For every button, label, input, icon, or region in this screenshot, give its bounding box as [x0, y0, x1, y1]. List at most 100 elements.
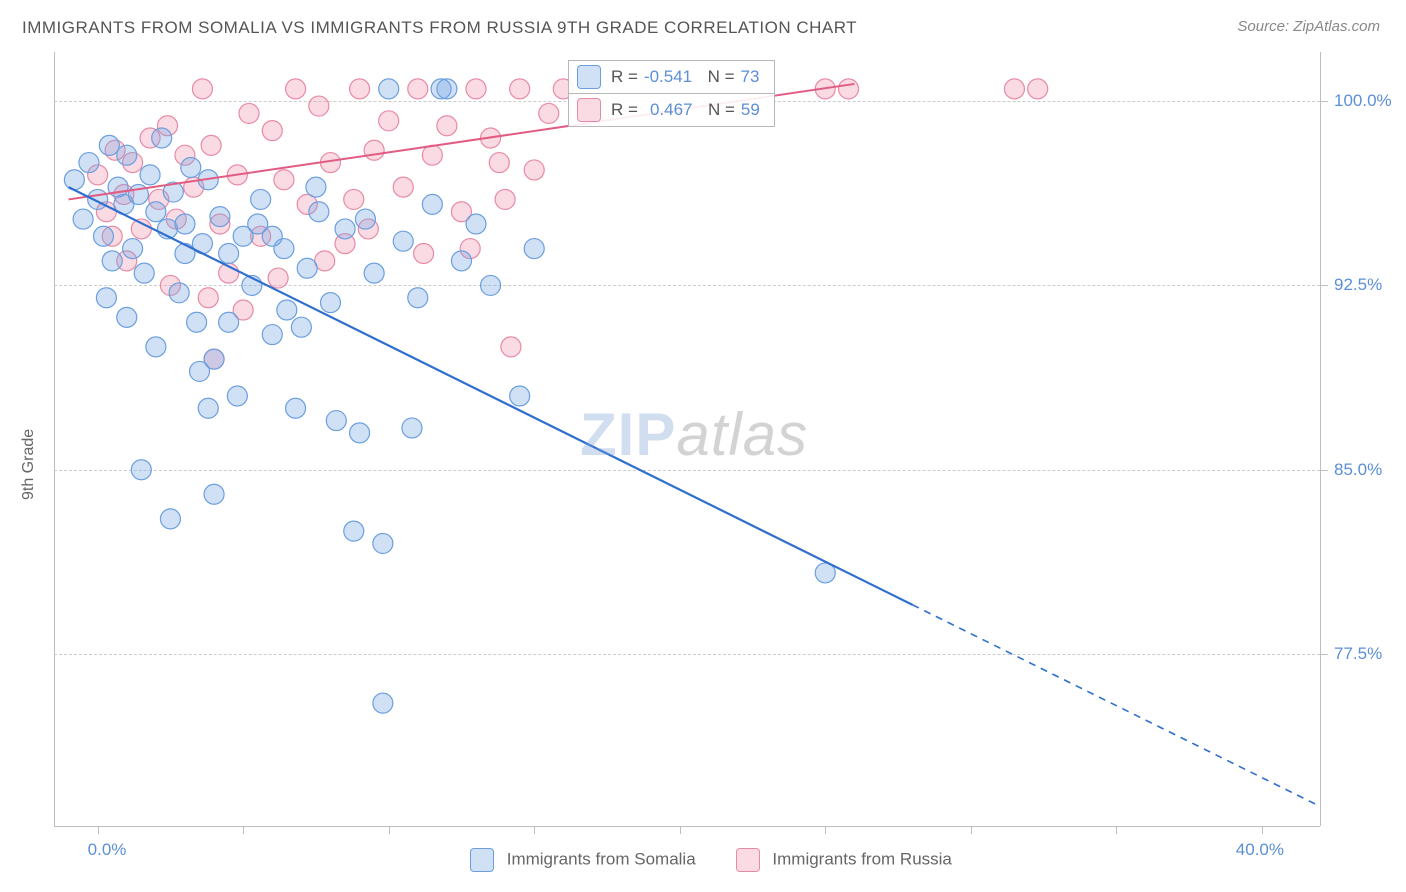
swatch-russia-icon — [577, 98, 601, 122]
somalia-point — [198, 398, 218, 418]
chart-title: IMMIGRANTS FROM SOMALIA VS IMMIGRANTS FR… — [22, 18, 857, 38]
russia-point — [274, 170, 294, 190]
russia-point — [350, 79, 370, 99]
x-tick — [1116, 826, 1117, 834]
somalia-point — [262, 325, 282, 345]
legend: Immigrants from Somalia Immigrants from … — [470, 848, 952, 872]
x-tick — [971, 826, 972, 834]
somalia-point — [277, 300, 297, 320]
legend-label-russia: Immigrants from Russia — [772, 849, 951, 868]
swatch-russia-icon — [736, 848, 760, 872]
somalia-point — [291, 317, 311, 337]
somalia-point — [320, 293, 340, 313]
somalia-point — [134, 263, 154, 283]
somalia-point — [344, 521, 364, 541]
russia-point — [501, 337, 521, 357]
somalia-point — [286, 398, 306, 418]
plot-area: 77.5%85.0%92.5%100.0%0.0%40.0% — [54, 52, 1320, 826]
somalia-point — [524, 239, 544, 259]
somalia-point — [335, 219, 355, 239]
x-tick — [98, 826, 99, 834]
somalia-point — [131, 460, 151, 480]
somalia-point — [102, 251, 122, 271]
russia-point — [131, 219, 151, 239]
n-value-a: 73 — [741, 67, 760, 87]
somalia-point — [262, 226, 282, 246]
russia-point — [198, 288, 218, 308]
somalia-point — [402, 418, 422, 438]
somalia-point — [187, 312, 207, 332]
somalia-point — [431, 79, 451, 99]
russia-point — [489, 153, 509, 173]
russia-point — [1028, 79, 1048, 99]
somalia-point — [510, 386, 530, 406]
y-tick-label: 77.5% — [1334, 644, 1382, 664]
russia-point — [839, 79, 859, 99]
x-tick — [1262, 826, 1263, 834]
russia-point — [539, 103, 559, 123]
source-credit: Source: ZipAtlas.com — [1237, 18, 1380, 35]
source-label: Source: — [1237, 18, 1289, 35]
russia-point — [309, 96, 329, 116]
somalia-point — [117, 307, 137, 327]
somalia-point — [160, 509, 180, 529]
n-label-b: N = — [708, 100, 735, 120]
plot-svg — [54, 52, 1320, 826]
y-axis-title: 9th Grade — [20, 429, 38, 500]
russia-point — [437, 116, 457, 136]
somalia-point — [140, 165, 160, 185]
somalia-point — [373, 693, 393, 713]
russia-point — [408, 79, 428, 99]
somalia-point — [175, 214, 195, 234]
russia-point — [262, 121, 282, 141]
somalia-point — [152, 128, 172, 148]
somalia-point — [309, 202, 329, 222]
stats-row-somalia: R = -0.541 N = 73 — [568, 60, 775, 94]
y-tick — [1320, 101, 1328, 102]
somalia-point — [466, 214, 486, 234]
n-value-b: 59 — [741, 100, 760, 120]
somalia-point — [251, 189, 271, 209]
somalia-point — [123, 239, 143, 259]
y-axis-right-line — [1320, 52, 1321, 826]
x-tick — [534, 826, 535, 834]
trend-line-somalia — [69, 187, 913, 605]
russia-point — [364, 140, 384, 160]
somalia-point — [146, 337, 166, 357]
somalia-point — [408, 288, 428, 308]
somalia-point — [73, 209, 93, 229]
somalia-point — [350, 423, 370, 443]
somalia-point — [169, 283, 189, 303]
somalia-point — [422, 194, 442, 214]
russia-point — [1004, 79, 1024, 99]
stats-row-russia: R = 0.467 N = 59 — [568, 93, 775, 127]
y-tick-label: 92.5% — [1334, 275, 1382, 295]
stats-box: R = -0.541 N = 73 R = 0.467 N = 59 — [568, 60, 775, 126]
somalia-point — [117, 145, 137, 165]
somalia-point — [219, 243, 239, 263]
somalia-point — [481, 275, 501, 295]
russia-point — [466, 79, 486, 99]
somalia-point — [210, 207, 230, 227]
y-tick-label: 100.0% — [1334, 91, 1392, 111]
swatch-somalia-icon — [470, 848, 494, 872]
somalia-point — [219, 312, 239, 332]
source-value: ZipAtlas.com — [1293, 18, 1380, 35]
somalia-point — [379, 79, 399, 99]
somalia-point — [393, 231, 413, 251]
somalia-point — [99, 135, 119, 155]
x-tick — [243, 826, 244, 834]
somalia-point — [175, 243, 195, 263]
russia-point — [495, 189, 515, 209]
n-label-a: N = — [708, 67, 735, 87]
somalia-point — [79, 153, 99, 173]
russia-point — [393, 177, 413, 197]
x-tick-label: 0.0% — [88, 840, 127, 860]
y-tick — [1320, 654, 1328, 655]
x-tick — [825, 826, 826, 834]
somalia-point — [297, 258, 317, 278]
x-tick-label: 40.0% — [1236, 840, 1284, 860]
somalia-point — [146, 202, 166, 222]
somalia-point — [181, 157, 201, 177]
russia-point — [422, 145, 442, 165]
